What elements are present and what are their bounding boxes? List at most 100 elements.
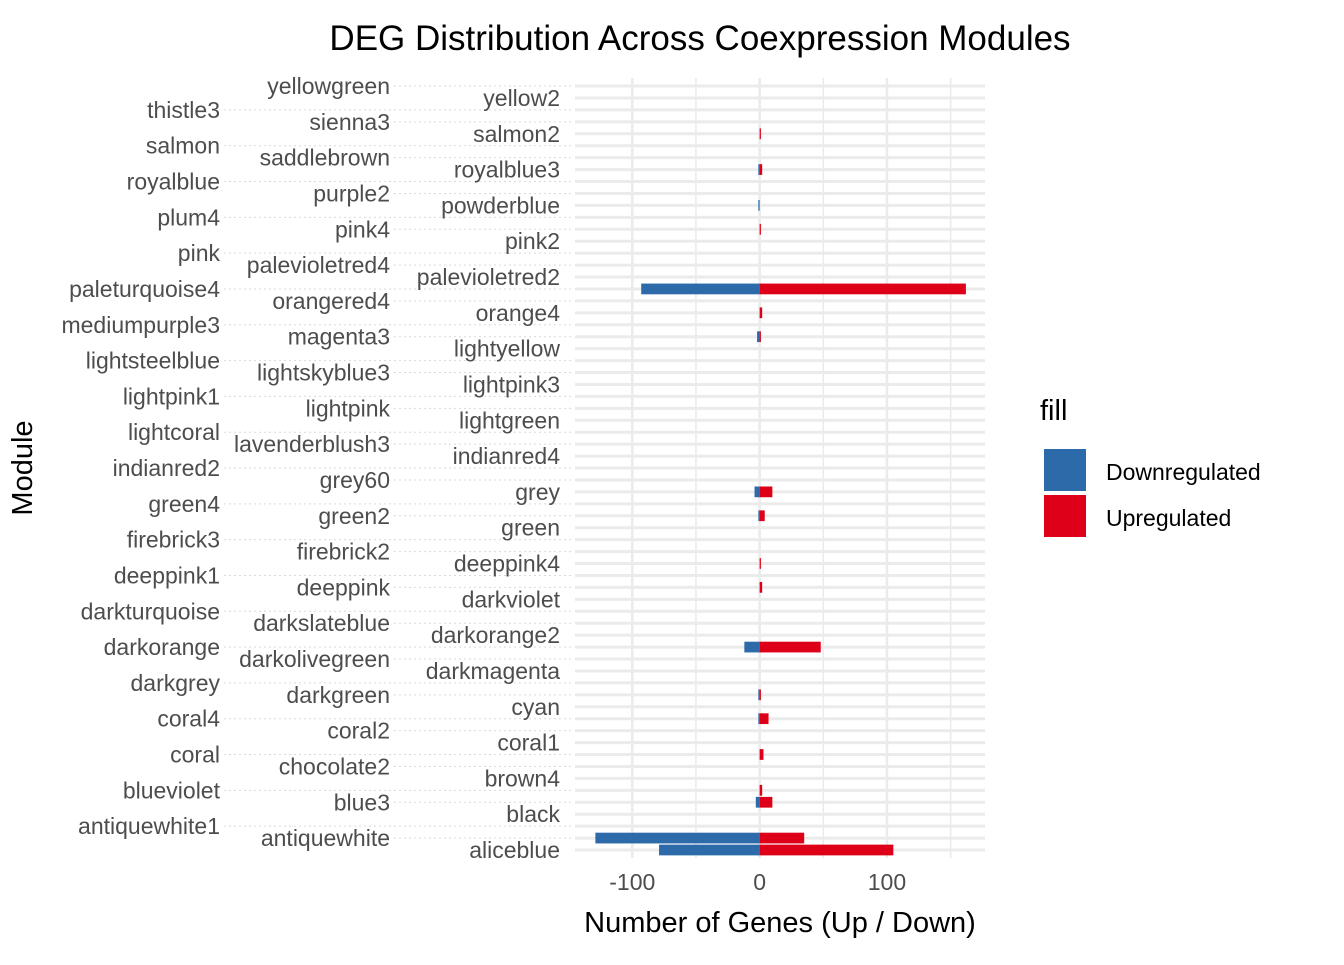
- bar-down: [758, 713, 760, 725]
- legend-title: fill: [1040, 395, 1067, 427]
- y-tick-label: green4: [148, 491, 220, 517]
- y-tick-label: pink: [178, 240, 221, 266]
- y-tick-label: green: [501, 515, 560, 541]
- y-tick-label: darkorange: [104, 634, 220, 660]
- bar-up: [759, 486, 773, 498]
- bar-down: [754, 486, 760, 498]
- y-tick-label: pink4: [335, 216, 390, 242]
- bar-up: [759, 307, 763, 319]
- y-tick-label: purple2: [313, 180, 390, 206]
- y-axis-tick-labels: aliceblue antiquewhite antiquewhite1 black b…: [61, 73, 560, 863]
- y-tick-label: lightpink3: [463, 371, 560, 397]
- y-tick-label: lightyellow: [454, 336, 560, 362]
- y-tick-label: lightgreen: [459, 407, 560, 433]
- y-tick-label: lightpink: [306, 395, 391, 421]
- y-tick-label: royalblue: [127, 169, 220, 195]
- y-tick-label: darkmagenta: [426, 658, 560, 684]
- bar-up: [759, 283, 966, 295]
- x-tick-label: 0: [753, 869, 766, 895]
- bar-down: [755, 796, 760, 808]
- y-tick-label: lavenderblush3: [234, 431, 390, 457]
- grid-lines: [575, 78, 985, 858]
- y-tick-label: chocolate2: [279, 753, 390, 779]
- bar-up: [759, 713, 769, 725]
- y-axis-label: Module: [7, 420, 39, 515]
- bar-up: [759, 796, 773, 808]
- bar-down: [595, 832, 760, 844]
- bar-up: [759, 331, 761, 343]
- bar-down: [758, 164, 760, 175]
- y-tick-label: darkslateblue: [253, 610, 390, 636]
- y-tick-label: blueviolet: [123, 777, 221, 803]
- legend-label-upregulated: Upregulated: [1106, 505, 1231, 531]
- y-tick-label: blue3: [334, 789, 390, 815]
- y-tick-label: firebrick2: [297, 539, 390, 565]
- y-tick-label: antiquewhite: [261, 825, 390, 851]
- y-tick-label: lightskyblue3: [257, 360, 390, 386]
- bar-down: [758, 200, 760, 211]
- y-tick-label: black: [506, 801, 560, 827]
- bar-up: [759, 784, 763, 796]
- bar-up: [759, 844, 894, 856]
- bars: [595, 128, 966, 856]
- bar-up: [759, 689, 761, 701]
- x-tick-label: -100: [609, 869, 655, 895]
- legend-key-upregulated: [1044, 495, 1086, 537]
- bar-down: [744, 641, 760, 653]
- bar-up: [759, 832, 805, 844]
- legend-label-downregulated: Downregulated: [1106, 459, 1261, 485]
- y-tick-label: grey: [515, 479, 560, 505]
- y-tick-label: antiquewhite1: [78, 813, 220, 839]
- y-tick-label: coral1: [497, 730, 560, 756]
- bar-up: [759, 749, 764, 760]
- y-tick-label: plum4: [157, 204, 220, 230]
- bar-up: [759, 164, 763, 175]
- y-tick-label: darkgrey: [131, 670, 221, 696]
- x-axis-label: Number of Genes (Up / Down): [584, 907, 976, 939]
- bar-up: [759, 510, 765, 522]
- legend-key-downregulated: [1044, 449, 1086, 491]
- y-tick-label: mediumpurple3: [61, 312, 220, 338]
- y-tick-label: salmon: [146, 133, 220, 159]
- bar-up: [759, 223, 761, 235]
- y-tick-label: deeppink: [297, 574, 391, 600]
- y-tick-label: palevioletred4: [247, 252, 390, 278]
- y-tick-label: brown4: [485, 765, 561, 791]
- y-tick-label: indianred2: [113, 455, 220, 481]
- y-tick-label: lightcoral: [128, 419, 220, 445]
- y-tick-label: cyan: [511, 694, 560, 720]
- y-tick-label: royalblue3: [454, 157, 560, 183]
- bar-down: [641, 283, 760, 295]
- chart-title: DEG Distribution Across Coexpression Mod…: [329, 19, 1070, 58]
- y-tick-label: firebrick3: [127, 527, 220, 553]
- bar-up: [759, 558, 761, 569]
- y-tick-label: pink2: [505, 228, 560, 254]
- y-tick-label: orangered4: [272, 288, 390, 314]
- bar-down: [758, 689, 760, 701]
- y-tick-label: paleturquoise4: [69, 276, 220, 302]
- y-tick-label: coral: [170, 742, 220, 768]
- bar-down: [659, 844, 760, 856]
- y-tick-label: darkviolet: [462, 586, 561, 612]
- y-tick-label: saddlebrown: [260, 145, 390, 171]
- y-tick-label: deeppink4: [454, 551, 560, 577]
- y-tick-label: salmon2: [473, 121, 560, 147]
- y-tick-label: deeppink1: [114, 562, 220, 588]
- y-tick-label: lightpink1: [123, 383, 220, 409]
- y-tick-label: lightsteelblue: [86, 348, 220, 374]
- y-tick-label: palevioletred2: [417, 264, 560, 290]
- y-tick-label: yellow2: [483, 85, 560, 111]
- x-tick-label: 100: [868, 869, 906, 895]
- y-tick-label: powderblue: [441, 192, 560, 218]
- y-tick-label: sienna3: [309, 109, 390, 135]
- y-tick-label: magenta3: [288, 324, 390, 350]
- y-tick-label: orange4: [476, 300, 561, 326]
- bar-up: [759, 641, 821, 653]
- bar-down: [758, 510, 760, 522]
- y-tick-label: indianred4: [453, 443, 561, 469]
- bar-down: [757, 331, 760, 343]
- y-tick-label: thistle3: [147, 97, 220, 123]
- bar-up: [759, 128, 761, 140]
- y-tick-label: coral4: [157, 706, 220, 732]
